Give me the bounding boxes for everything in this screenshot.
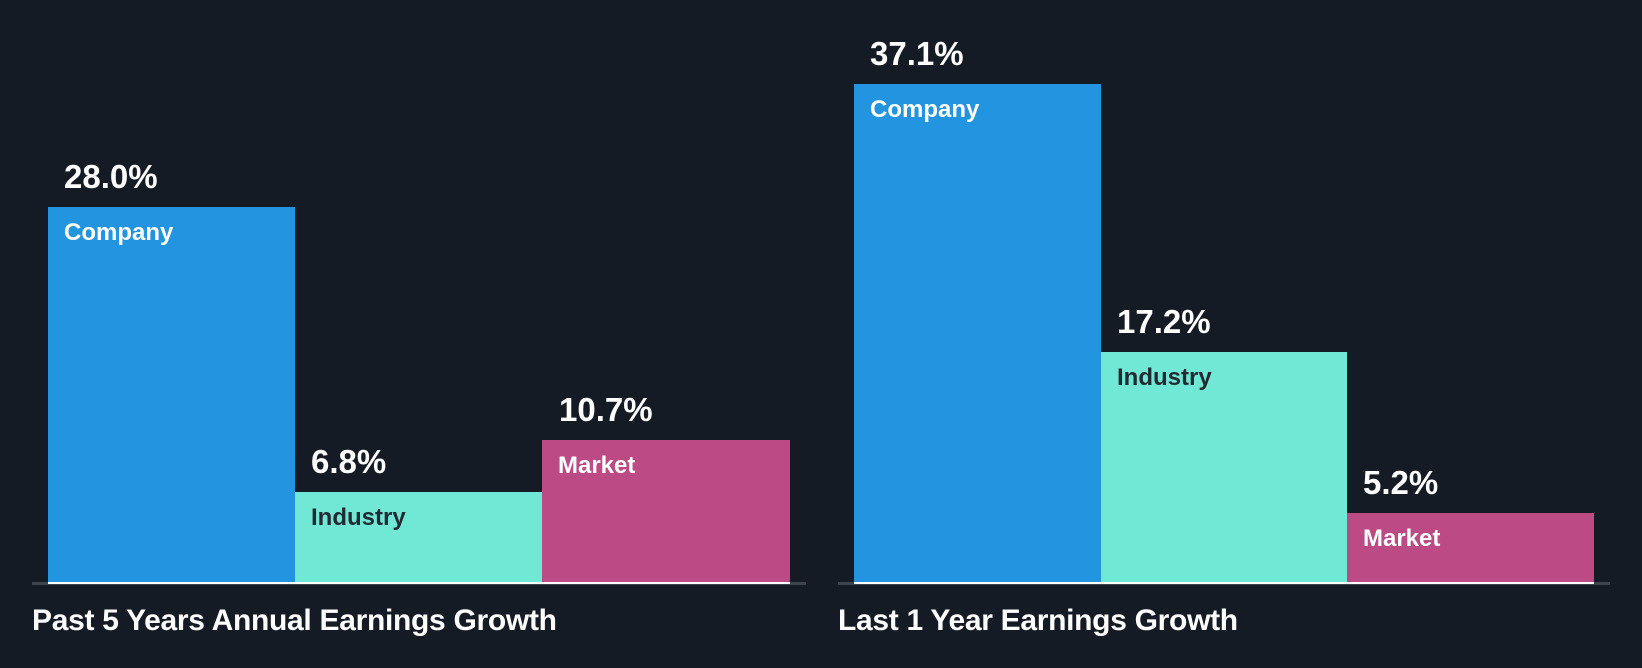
bar-baseline [1347, 582, 1594, 584]
bar-industry: Industry [295, 492, 542, 584]
bar-market: Market [1347, 513, 1594, 584]
bar-label-industry: Industry [311, 504, 406, 531]
value-label-industry: 6.8% [311, 443, 387, 480]
bar-baseline [854, 582, 1101, 584]
bar-baseline [48, 582, 295, 584]
bar-label-market: Market [558, 452, 636, 479]
bar-company: Company [854, 84, 1101, 584]
bar-label-company: Company [870, 96, 980, 123]
value-label-company: 37.1% [870, 35, 964, 72]
bar-label-industry: Industry [1117, 364, 1212, 391]
bar-label-market: Market [1363, 525, 1441, 552]
bar-company: Company [48, 207, 295, 584]
value-label-company: 28.0% [64, 158, 158, 195]
chart-title: Last 1 Year Earnings Growth [838, 604, 1238, 637]
value-label-market: 10.7% [559, 391, 653, 428]
bar-market: Market [542, 440, 790, 584]
value-label-market: 5.2% [1363, 464, 1439, 501]
bar-baseline [1101, 582, 1347, 584]
bar-label-company: Company [64, 219, 174, 246]
bar-baseline [542, 582, 790, 584]
bar-baseline [295, 582, 542, 584]
bar-industry: Industry [1101, 352, 1347, 584]
value-label-industry: 17.2% [1117, 303, 1211, 340]
chart-past-5-years: Company 28.0% Industry 6.8% Market 10.7%… [0, 0, 820, 668]
chart-title: Past 5 Years Annual Earnings Growth [32, 604, 557, 637]
